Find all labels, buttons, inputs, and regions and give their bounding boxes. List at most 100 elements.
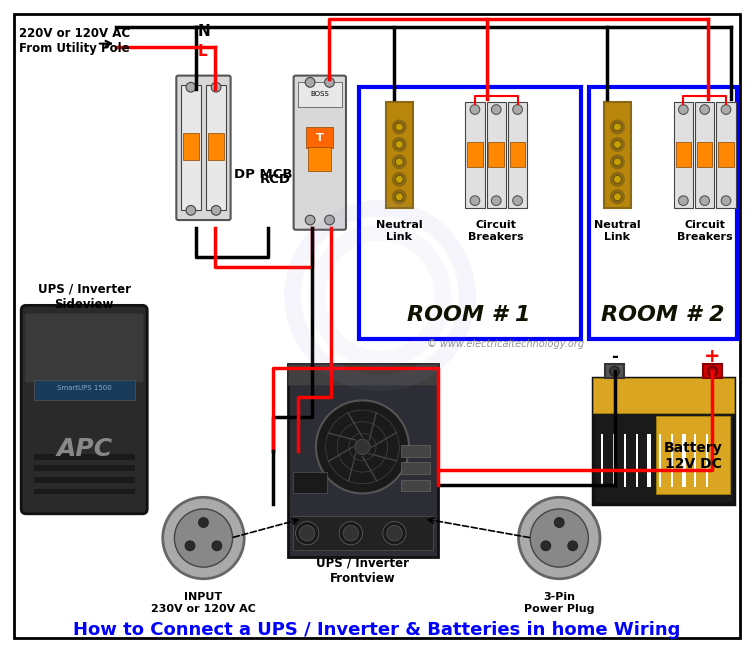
Bar xyxy=(648,434,651,487)
Circle shape xyxy=(343,525,359,541)
Bar xyxy=(34,454,135,460)
Bar xyxy=(308,147,332,171)
Circle shape xyxy=(611,137,624,151)
Circle shape xyxy=(387,525,402,541)
Text: T: T xyxy=(316,133,323,143)
Circle shape xyxy=(198,518,208,527)
Text: ROOM # 1: ROOM # 1 xyxy=(407,305,531,325)
Text: ROOM # 2: ROOM # 2 xyxy=(601,305,725,325)
Circle shape xyxy=(721,196,731,206)
Bar xyxy=(293,472,326,493)
Text: INPUT
230V or 120V AC: INPUT 230V or 120V AC xyxy=(151,592,256,614)
Bar xyxy=(207,85,225,210)
Bar xyxy=(508,102,527,208)
Circle shape xyxy=(185,541,195,551)
Circle shape xyxy=(614,158,621,166)
Bar xyxy=(359,87,581,339)
Circle shape xyxy=(395,193,403,201)
Circle shape xyxy=(325,215,334,225)
Bar xyxy=(694,434,696,487)
Circle shape xyxy=(492,105,501,115)
Bar xyxy=(486,102,506,208)
Circle shape xyxy=(186,83,196,92)
Circle shape xyxy=(611,155,624,169)
Bar xyxy=(593,378,734,504)
Circle shape xyxy=(305,77,315,87)
Bar xyxy=(703,365,722,378)
Bar xyxy=(401,445,431,456)
Text: DP MCB: DP MCB xyxy=(234,168,293,181)
Bar xyxy=(34,380,135,400)
Circle shape xyxy=(211,83,221,92)
Text: Battery
12V DC: Battery 12V DC xyxy=(664,441,722,471)
Text: Circuit
Breakers: Circuit Breakers xyxy=(468,220,524,242)
Circle shape xyxy=(296,521,319,545)
FancyBboxPatch shape xyxy=(25,313,143,383)
Text: UPS / Inverter
Frontview: UPS / Inverter Frontview xyxy=(316,557,409,585)
Bar xyxy=(636,434,638,487)
Circle shape xyxy=(700,105,710,115)
Bar xyxy=(181,85,201,210)
Circle shape xyxy=(614,176,621,183)
Bar xyxy=(298,83,342,107)
Bar xyxy=(288,363,438,385)
Bar xyxy=(386,102,413,208)
Bar xyxy=(676,143,691,167)
Text: Neutral
Link: Neutral Link xyxy=(594,220,641,242)
Bar xyxy=(293,516,434,549)
Circle shape xyxy=(614,123,621,131)
Circle shape xyxy=(383,521,406,545)
Bar xyxy=(671,434,673,487)
Text: Circuit
Breakers: Circuit Breakers xyxy=(677,220,732,242)
Circle shape xyxy=(305,215,315,225)
Circle shape xyxy=(186,206,196,215)
Circle shape xyxy=(395,176,403,183)
Circle shape xyxy=(470,105,480,115)
Text: +: + xyxy=(704,347,721,367)
Bar xyxy=(467,143,483,167)
Circle shape xyxy=(395,158,403,166)
Bar xyxy=(465,102,485,208)
Circle shape xyxy=(530,509,588,567)
Text: 3-Pin
Power Plug: 3-Pin Power Plug xyxy=(524,592,594,614)
Circle shape xyxy=(610,367,619,376)
Text: How to Connect a UPS / Inverter & Batteries in home Wiring: How to Connect a UPS / Inverter & Batter… xyxy=(73,621,681,639)
Circle shape xyxy=(519,497,600,579)
Bar xyxy=(401,462,431,474)
Circle shape xyxy=(393,155,406,169)
Bar xyxy=(673,102,693,208)
Bar xyxy=(590,87,737,339)
Circle shape xyxy=(174,509,232,567)
Circle shape xyxy=(395,141,403,148)
Circle shape xyxy=(299,525,315,541)
Circle shape xyxy=(393,173,406,186)
Text: APC: APC xyxy=(56,437,112,462)
Bar xyxy=(34,477,135,483)
Circle shape xyxy=(492,196,501,206)
Circle shape xyxy=(541,541,550,551)
Bar xyxy=(706,434,707,487)
Circle shape xyxy=(568,541,578,551)
Bar xyxy=(719,143,734,167)
Bar xyxy=(682,434,686,487)
Bar xyxy=(624,434,626,487)
Bar xyxy=(697,143,713,167)
Bar xyxy=(306,127,333,148)
Circle shape xyxy=(700,196,710,206)
Circle shape xyxy=(707,367,717,376)
Text: Neutral
Link: Neutral Link xyxy=(376,220,422,242)
Circle shape xyxy=(212,541,222,551)
Text: SmartUPS 1500: SmartUPS 1500 xyxy=(57,385,112,391)
Bar xyxy=(604,102,631,208)
Text: UPS / Inverter
Sideview: UPS / Inverter Sideview xyxy=(38,283,130,311)
Circle shape xyxy=(339,521,363,545)
Circle shape xyxy=(611,190,624,204)
Bar xyxy=(659,434,661,487)
Bar xyxy=(288,363,438,557)
Circle shape xyxy=(611,120,624,133)
Circle shape xyxy=(395,123,403,131)
Circle shape xyxy=(679,105,688,115)
Bar xyxy=(510,143,526,167)
Text: © www.electricaltechnology.org: © www.electricaltechnology.org xyxy=(428,339,584,349)
Circle shape xyxy=(163,497,244,579)
